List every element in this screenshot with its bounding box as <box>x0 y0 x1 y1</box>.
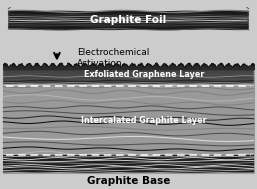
Text: Exfoliated Graphene Layer: Exfoliated Graphene Layer <box>84 70 204 79</box>
Polygon shape <box>8 10 249 30</box>
FancyBboxPatch shape <box>3 67 254 173</box>
Text: Intercalated Graphite Layer: Intercalated Graphite Layer <box>81 116 207 125</box>
Text: Electrochemical
Activation: Electrochemical Activation <box>77 48 150 68</box>
Polygon shape <box>3 67 254 84</box>
Text: Graphite Foil: Graphite Foil <box>90 15 167 25</box>
FancyBboxPatch shape <box>3 86 254 156</box>
FancyBboxPatch shape <box>3 156 254 173</box>
Text: Graphite Base: Graphite Base <box>87 176 170 186</box>
